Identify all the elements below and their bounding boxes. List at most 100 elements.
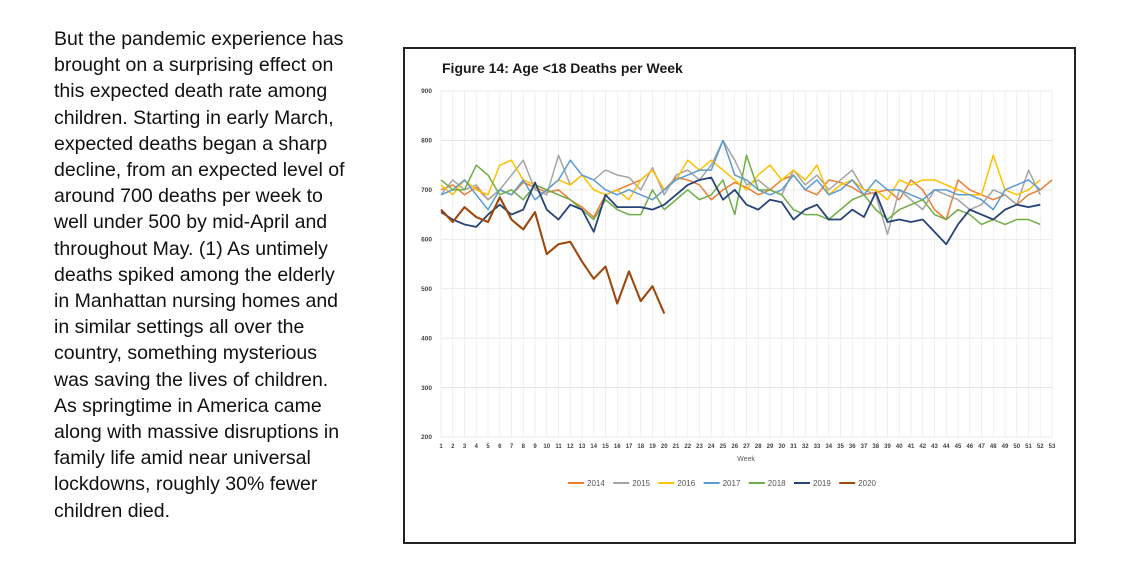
x-tick-label: 35 xyxy=(837,444,844,450)
x-tick-label: 23 xyxy=(696,444,703,450)
legend-label-2015: 2015 xyxy=(632,479,650,488)
x-tick-label: 26 xyxy=(731,444,738,450)
paragraph-line: was saving the lives of children. xyxy=(54,368,329,391)
legend-label-2017: 2017 xyxy=(723,479,741,488)
x-tick-label: 12 xyxy=(567,444,574,450)
y-tick-label: 400 xyxy=(421,335,432,342)
x-tick-label: 49 xyxy=(1002,444,1009,450)
x-tick-label: 45 xyxy=(955,444,962,450)
x-tick-label: 28 xyxy=(755,444,762,450)
x-tick-label: 7 xyxy=(510,444,514,450)
series-line-2019 xyxy=(440,176,1041,246)
paragraph-line: As springtime in America came xyxy=(54,394,322,417)
x-tick-label: 29 xyxy=(767,444,774,450)
x-tick-label: 20 xyxy=(661,444,668,450)
x-tick-label: 51 xyxy=(1025,444,1032,450)
x-tick-label: 15 xyxy=(602,444,609,450)
x-tick-label: 50 xyxy=(1013,444,1020,450)
paragraph-line: country, something mysterious xyxy=(54,342,317,365)
series-line-2017 xyxy=(440,139,1041,211)
series-line-2018 xyxy=(440,154,1041,226)
x-tick-label: 41 xyxy=(908,444,915,450)
x-tick-label: 13 xyxy=(579,444,586,450)
legend-label-2016: 2016 xyxy=(677,479,695,488)
series-line-2014 xyxy=(440,169,1053,221)
paragraph-line: decline, from an expected level of xyxy=(54,159,345,182)
x-tick-label: 42 xyxy=(919,444,926,450)
series-line-2020 xyxy=(440,196,666,314)
chart-title: Figure 14: Age <18 Deaths per Week xyxy=(442,60,683,76)
paragraph-line: children. Starting in early March, xyxy=(54,106,334,129)
x-tick-label: 16 xyxy=(614,444,621,450)
x-tick-label: 5 xyxy=(486,444,490,450)
x-tick-label: 14 xyxy=(590,444,597,450)
paragraph-line: family life amid near universal xyxy=(54,447,311,470)
x-tick-label: 27 xyxy=(743,444,750,450)
x-tick-label: 22 xyxy=(684,444,691,450)
x-tick-label: 40 xyxy=(896,444,903,450)
x-tick-label: 33 xyxy=(814,444,821,450)
body-paragraph: But the pandemic experience has brought o… xyxy=(54,26,390,524)
x-tick-label: 9 xyxy=(533,444,537,450)
y-tick-label: 900 xyxy=(421,88,432,95)
x-tick-label: 6 xyxy=(498,444,502,450)
x-tick-label: 19 xyxy=(649,444,656,450)
x-tick-label: 8 xyxy=(522,444,526,450)
x-tick-label: 47 xyxy=(978,444,985,450)
paragraph-line: in similar settings all over the xyxy=(54,316,305,339)
y-tick-label: 300 xyxy=(421,385,432,392)
x-tick-label: 53 xyxy=(1049,444,1056,450)
x-tick-label: 24 xyxy=(708,444,715,450)
paragraph-line: But the pandemic experience has xyxy=(54,28,344,50)
legend-label-2014: 2014 xyxy=(587,479,605,488)
paragraph-line: children died. xyxy=(54,499,170,522)
x-tick-label: 21 xyxy=(673,444,680,450)
y-tick-label: 500 xyxy=(421,286,432,293)
legend-label-2018: 2018 xyxy=(768,479,786,488)
x-tick-label: 39 xyxy=(884,444,891,450)
chart-legend: 2014 2015 2016 2017 2018 2019 2020 xyxy=(568,479,877,488)
line-chart: Figure 14: Age <18 Deaths per Week 200 30… xyxy=(421,60,1056,488)
paragraph-line: well under 500 by mid-April and xyxy=(54,211,328,234)
x-tick-label: 34 xyxy=(825,444,832,450)
x-tick-label: 17 xyxy=(626,444,633,450)
chart-frame: Figure 14: Age <18 Deaths per Week 200 30… xyxy=(403,47,1076,544)
series-line-2015 xyxy=(440,139,1041,236)
chart-series-group xyxy=(440,139,1053,314)
x-tick-label: 38 xyxy=(872,444,879,450)
x-tick-label: 36 xyxy=(849,444,856,450)
paragraph-line: deaths spiked among the elderly xyxy=(54,263,335,286)
x-axis-label: Week xyxy=(737,456,755,463)
x-tick-label: 43 xyxy=(931,444,938,450)
paragraph-line: this expected death rate among xyxy=(54,80,328,103)
x-tick-label: 32 xyxy=(802,444,809,450)
x-tick-label: 3 xyxy=(463,444,467,450)
x-tick-label: 48 xyxy=(990,444,997,450)
x-tick-label: 31 xyxy=(790,444,797,450)
y-tick-label: 700 xyxy=(421,187,432,194)
y-tick-label: 600 xyxy=(421,236,432,243)
chart-grid xyxy=(440,90,1053,438)
legend-label-2020: 2020 xyxy=(858,479,876,488)
paragraph-line: expected deaths began a sharp xyxy=(54,132,328,155)
x-tick-label: 52 xyxy=(1037,444,1044,450)
x-tick-label: 37 xyxy=(861,444,868,450)
x-tick-label: 4 xyxy=(475,444,479,450)
paragraph-line: brought on a surprising effect on xyxy=(54,54,334,77)
paragraph-line: around 700 deaths per week to xyxy=(54,185,323,208)
x-tick-label: 1 xyxy=(439,444,443,450)
y-tick-label: 200 xyxy=(421,434,432,441)
x-tick-label: 46 xyxy=(966,444,973,450)
paragraph-line: throughout May. (1) As untimely xyxy=(54,237,328,260)
paragraph-line: along with massive disruptions in xyxy=(54,421,340,444)
x-tick-label: 11 xyxy=(555,444,562,450)
x-tick-label: 18 xyxy=(637,444,644,450)
x-tick-label: 30 xyxy=(778,444,785,450)
legend-label-2019: 2019 xyxy=(813,479,831,488)
x-tick-label: 2 xyxy=(451,444,455,450)
x-tick-label: 44 xyxy=(943,444,950,450)
x-tick-label: 10 xyxy=(543,444,550,450)
paragraph-line: in Manhattan nursing homes and xyxy=(54,290,339,313)
x-tick-label: 25 xyxy=(720,444,727,450)
